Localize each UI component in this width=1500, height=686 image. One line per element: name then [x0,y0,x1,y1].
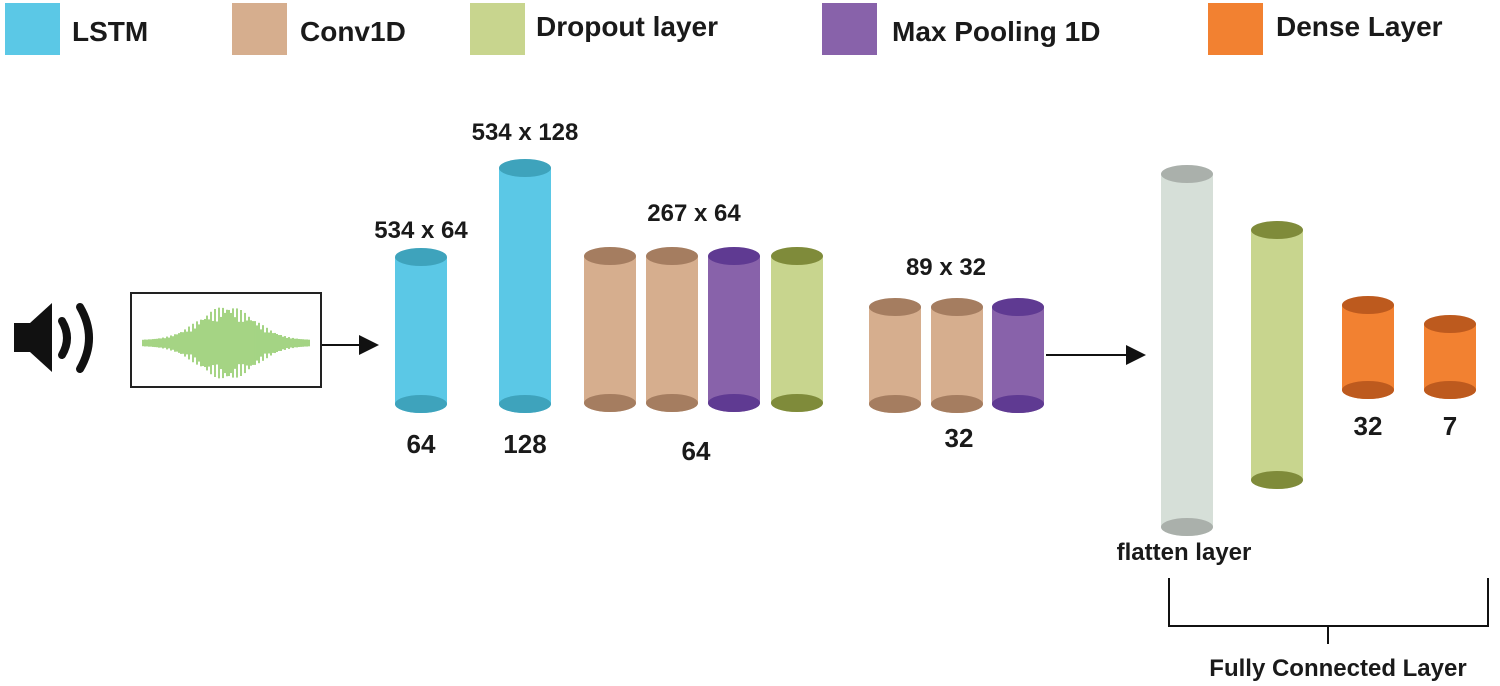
lstm-layer-2 [499,159,551,413]
legend-item-dropout: Dropout layer [470,3,718,55]
legend-swatch-dropout [470,3,525,55]
conv1d-layer-4-top-cap [931,298,983,316]
lstm2-dimension-label: 534 x 128 [472,119,579,146]
dense2-units-label: 7 [1443,411,1457,441]
conv1d-layer-1-body [584,256,636,412]
legend-label-maxpool: Max Pooling 1D [892,16,1100,47]
dense1-units-label: 32 [1354,411,1383,441]
group2-dimension-label: 89 x 32 [906,254,986,281]
lstm-layer-2-body [499,168,551,413]
group2-units-label: 32 [945,423,974,453]
flatten-layer [1161,165,1213,536]
lstm-layer-2-bottom-cap [499,395,551,413]
conv1d-layer-1-bottom-cap [584,394,636,412]
dropout-layer-2 [1251,221,1303,489]
legend-swatch-conv1d [232,3,287,55]
legend-item-conv1d: Conv1D [232,3,406,55]
flatten-layer-body [1161,174,1213,536]
legend-label-dropout: Dropout layer [536,11,718,42]
dropout-layer-1-top-cap [771,247,823,265]
dense-layer-2-bottom-cap [1424,381,1476,399]
dropout-layer-2-top-cap [1251,221,1303,239]
conv1d-layer-2-top-cap [646,247,698,265]
audio-waveform-icon [142,307,310,379]
lstm-layer-1-top-cap [395,248,447,266]
dense-layer-2-body [1424,324,1476,399]
conv1d-layer-4-bottom-cap [931,395,983,413]
legend-label-conv1d: Conv1D [300,16,406,47]
fully-connected-bracket [1168,578,1489,644]
conv1d-layer-4 [931,298,983,413]
dropout-layer-2-bottom-cap [1251,471,1303,489]
lstm1-dimension-label: 534 x 64 [374,217,468,244]
maxpool-layer-2-top-cap [992,298,1044,316]
dropout-layer-1 [771,247,823,412]
maxpool-layer-2-bottom-cap [992,395,1044,413]
dense-layer-2-top-cap [1424,315,1476,333]
lstm-layer-1-bottom-cap [395,395,447,413]
legend-item-lstm: LSTM [5,3,148,55]
legend-swatch-dense [1208,3,1263,55]
conv1d-layer-2 [646,247,698,412]
legend-item-dense: Dense Layer [1208,3,1443,55]
maxpool-layer-1-bottom-cap [708,394,760,412]
dense-layer-1-body [1342,305,1394,399]
flatten-layer-bottom-cap [1161,518,1213,536]
lstm-layer-1 [395,248,447,413]
speaker-icon [14,303,93,373]
dropout-layer-1-bottom-cap [771,394,823,412]
conv1d-layer-1-top-cap [584,247,636,265]
maxpool-layer-1 [708,247,760,412]
input-waveform-box [130,292,322,388]
maxpool-layer-2 [992,298,1044,413]
conv1d-layer-4-body [931,307,983,413]
legend-swatch-lstm [5,3,60,55]
flatten-layer-label: flatten layer [1117,539,1252,566]
legend-item-maxpool: Max Pooling 1D [822,3,1100,55]
conv1d-layer-1 [584,247,636,412]
legend-label-lstm: LSTM [72,16,148,47]
group1-units-label: 64 [682,436,711,466]
dense-layer-1 [1342,296,1394,399]
group1-dimension-label: 267 x 64 [647,200,741,227]
lstm-layer-2-top-cap [499,159,551,177]
lstm1-units-label: 64 [407,429,436,459]
conv1d-layer-3-top-cap [869,298,921,316]
legend: LSTM Conv1D Dropout layer Max Pooling 1D… [5,3,1443,55]
lstm-layer-1-body [395,257,447,413]
dropout-layer-1-body [771,256,823,412]
lstm2-units-label: 128 [503,429,546,459]
layer-cylinders [395,159,1476,536]
fully-connected-layer-label: Fully Connected Layer [1209,655,1466,682]
dense-layer-1-top-cap [1342,296,1394,314]
maxpool-layer-1-top-cap [708,247,760,265]
dense-layer-1-bottom-cap [1342,381,1394,399]
conv1d-layer-2-body [646,256,698,412]
maxpool-layer-1-body [708,256,760,412]
conv1d-layer-3 [869,298,921,413]
conv1d-layer-2-bottom-cap [646,394,698,412]
dropout-layer-2-body [1251,230,1303,489]
flatten-layer-top-cap [1161,165,1213,183]
legend-swatch-maxpool [822,3,877,55]
maxpool-layer-2-body [992,307,1044,413]
conv1d-layer-3-bottom-cap [869,395,921,413]
legend-label-dense: Dense Layer [1276,11,1443,42]
conv1d-layer-3-body [869,307,921,413]
dense-layer-2 [1424,315,1476,399]
